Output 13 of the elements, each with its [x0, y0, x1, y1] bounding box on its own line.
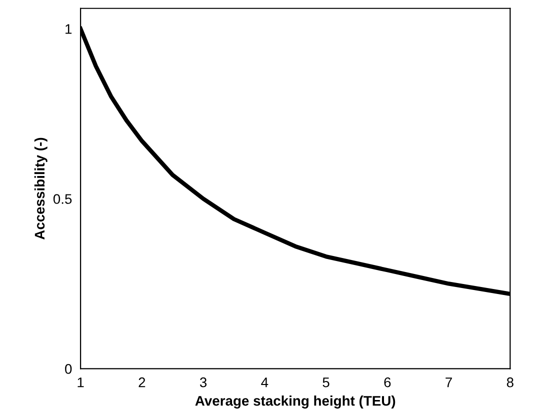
- y-axis-title: Accessibility (-): [34, 138, 48, 240]
- x-tick-label: 5: [322, 378, 330, 388]
- x-axis-title: Average stacking height (TEU): [195, 396, 396, 409]
- x-tick-label: 1: [78, 378, 84, 388]
- y-tick-label: 0: [65, 364, 72, 374]
- y-tick-label: 0.5: [53, 194, 72, 204]
- x-tick-label: 6: [384, 377, 391, 388]
- x-tick-label: 2: [138, 377, 146, 388]
- x-tick-label: 4: [261, 378, 268, 388]
- y-tick-label: 1: [66, 24, 72, 34]
- x-tick-label: 8: [506, 377, 514, 388]
- x-tick-label: 3: [200, 377, 207, 388]
- x-tick-label: 7: [446, 378, 452, 388]
